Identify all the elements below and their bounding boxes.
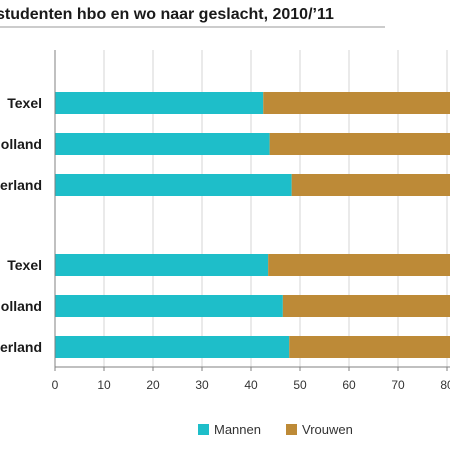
x-tick-label: 80	[440, 378, 450, 392]
x-tick-label: 60	[342, 378, 356, 392]
category-label: erland	[0, 339, 42, 355]
bar-vrouwen	[289, 336, 450, 358]
x-tick-label: 70	[391, 378, 405, 392]
category-label: olland	[1, 298, 42, 314]
bar-vrouwen	[268, 254, 450, 276]
bar-mannen	[55, 254, 269, 276]
bar-mannen	[55, 133, 270, 155]
legend-label-mannen: Mannen	[214, 422, 261, 437]
legend-swatch-mannen	[198, 424, 209, 435]
x-tick-label: 30	[195, 378, 209, 392]
x-tick-label: 40	[244, 378, 258, 392]
chart-title: studenten hbo en wo naar geslacht, 2010/…	[0, 6, 334, 23]
legend-label-vrouwen: Vrouwen	[302, 422, 353, 437]
x-tick-label: 50	[293, 378, 307, 392]
category-label: olland	[1, 136, 42, 152]
bar-vrouwen	[263, 92, 450, 114]
bar-vrouwen	[269, 133, 450, 155]
category-label: Texel	[7, 257, 42, 273]
x-tick-label: 20	[146, 378, 160, 392]
bar-vrouwen	[282, 295, 450, 317]
x-tick-label: 10	[97, 378, 111, 392]
legend-swatch-vrouwen	[286, 424, 297, 435]
bar-mannen	[55, 174, 292, 196]
bar-mannen	[55, 336, 290, 358]
x-tick-label: 0	[52, 378, 59, 392]
bar-vrouwen	[291, 174, 450, 196]
category-label: erland	[0, 177, 42, 193]
bar-mannen	[55, 295, 283, 317]
bar-mannen	[55, 92, 264, 114]
category-label: Texel	[7, 95, 42, 111]
